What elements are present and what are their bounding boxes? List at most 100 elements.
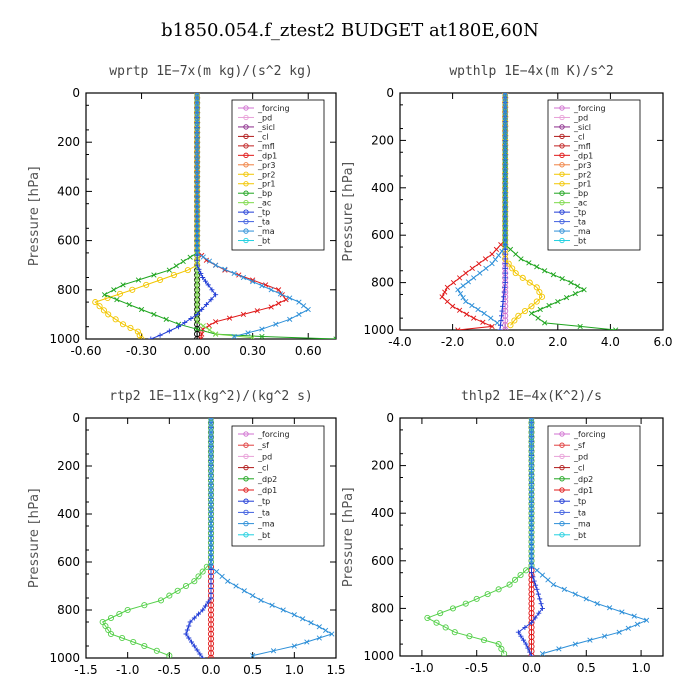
y-tick-label: 0 (386, 86, 394, 100)
legend-marker (243, 162, 249, 168)
data-point (528, 467, 535, 473)
data-point (550, 581, 557, 588)
data-point (568, 279, 574, 286)
legend-marker (559, 200, 565, 206)
data-point (502, 109, 508, 115)
data-point (202, 603, 208, 609)
y-tick-label: 200 (371, 459, 394, 473)
legend-entry: _pr1 (257, 180, 275, 189)
legend: _forcing _sf _pd _cl _dp2 _dp1 _tp _ta _ma _bt (547, 425, 641, 547)
data-point (502, 197, 508, 203)
legend-entry: _bp (257, 189, 272, 198)
legend-marker (559, 498, 565, 504)
legend-entry: _pr2 (257, 170, 275, 179)
data-point (151, 272, 157, 278)
y-tick-label: 800 (57, 283, 80, 297)
data-point (462, 600, 469, 607)
panel-3: rtp2 1E−11x(kg^2)/(kg^2 s) Pressure [hPa]… (27, 389, 346, 677)
data-point (457, 291, 464, 297)
data-point (254, 308, 260, 314)
data-point (437, 610, 444, 617)
data-point (141, 602, 148, 609)
series-group (99, 418, 335, 658)
data-point (528, 482, 535, 488)
data-point (500, 303, 506, 309)
data-point (194, 216, 200, 222)
data-point (577, 323, 583, 330)
y-tick-label: 800 (371, 601, 394, 615)
data-point (116, 610, 123, 618)
data-point (300, 303, 307, 309)
series-pr1 (92, 93, 201, 339)
data-point (200, 254, 206, 260)
data-point (523, 641, 529, 647)
data-point (194, 257, 200, 263)
data-point (111, 287, 117, 293)
data-point (151, 311, 157, 318)
data-point (208, 540, 214, 546)
data-point (528, 303, 535, 310)
data-point (502, 188, 508, 194)
data-point (194, 201, 200, 208)
data-point (463, 298, 469, 305)
data-point (500, 299, 506, 305)
data-point (498, 645, 505, 652)
series-ma (455, 93, 508, 326)
y-tick-label: 800 (57, 603, 80, 617)
x-tick-label: 2.0 (548, 335, 567, 349)
panel-4: thlp2 1E−4x(K^2)/s Pressure [hPa] 0 200 400 6… (341, 389, 664, 675)
data-point (208, 468, 214, 474)
data-point (198, 336, 204, 339)
y-tick-label: 200 (57, 459, 80, 473)
data-point (194, 124, 200, 130)
data-point (277, 291, 284, 297)
plot-frame (399, 92, 664, 331)
panel-2: wpthlp 1E−4x(m K)/s^2 Pressure [hPa] 0 200 4… (341, 64, 673, 349)
series-line (504, 93, 543, 326)
data-point (208, 559, 214, 565)
data-point (449, 605, 457, 612)
data-point (333, 336, 336, 339)
data-point (194, 95, 200, 101)
legend-entry: _pd (257, 452, 272, 461)
y-tick-label: 400 (57, 184, 80, 198)
legend-marker (559, 133, 565, 140)
legend-marker (559, 181, 565, 187)
data-point (469, 265, 475, 271)
data-point (424, 614, 431, 621)
data-point (194, 192, 200, 198)
data-point (502, 261, 508, 267)
x-tick-label: -4.0 (388, 335, 411, 349)
data-point (522, 624, 528, 630)
legend-marker (243, 431, 249, 437)
series-group (92, 93, 336, 339)
data-point (99, 618, 106, 626)
data-point (191, 578, 198, 585)
data-point (528, 524, 535, 531)
data-point (259, 283, 265, 289)
data-point (506, 581, 513, 588)
data-point (194, 153, 200, 159)
data-point (528, 548, 535, 554)
y-axis-label: Pressure [hPa] (27, 488, 42, 588)
data-point (126, 301, 132, 308)
data-point (250, 592, 256, 599)
data-point (473, 595, 480, 602)
data-point (502, 216, 508, 222)
data-point (502, 221, 508, 227)
data-point (208, 516, 214, 522)
legend-marker (243, 237, 249, 244)
data-point (507, 322, 514, 329)
y-tick-label: 1000 (363, 323, 394, 337)
legend-marker (243, 124, 249, 130)
data-point (528, 539, 535, 545)
legend-entry: _pr3 (257, 161, 275, 170)
legend-box (231, 99, 325, 251)
legend-entry: _ta (573, 508, 586, 517)
data-point (163, 316, 169, 322)
series-tp (183, 418, 214, 658)
legend-entry: _ta (257, 218, 270, 227)
data-point (213, 292, 219, 298)
data-point (502, 230, 508, 236)
data-point (208, 472, 214, 479)
